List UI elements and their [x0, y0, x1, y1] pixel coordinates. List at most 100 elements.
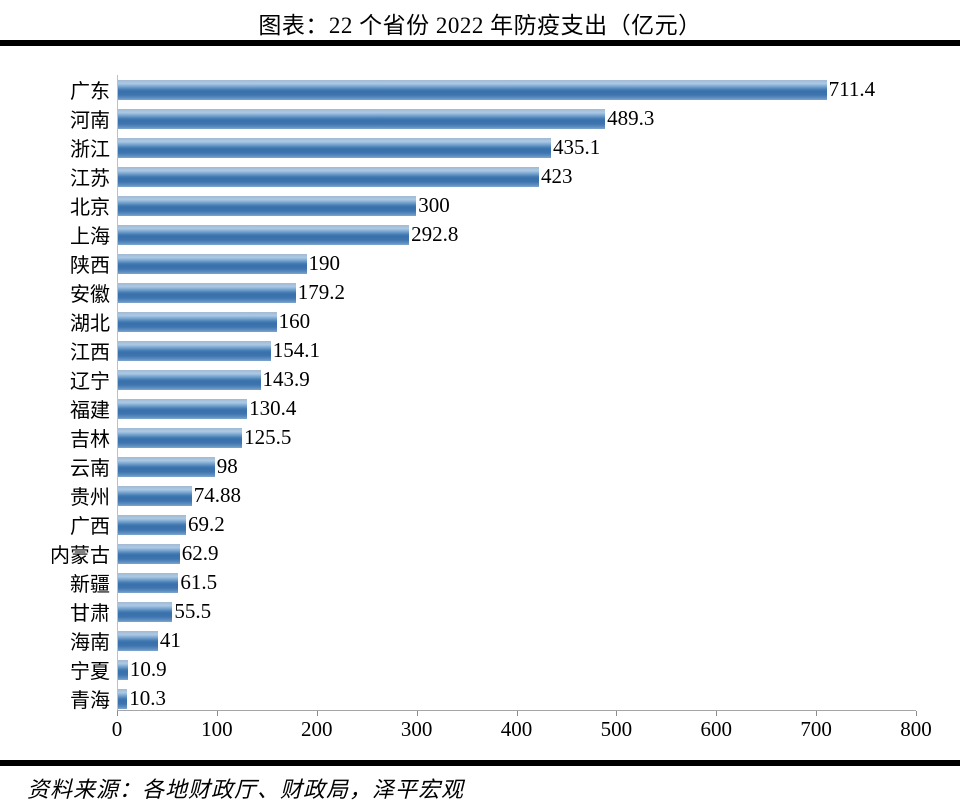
bar-track: 10.3 — [117, 684, 915, 713]
bar-track: 489.3 — [117, 104, 915, 133]
bar-row: 吉林 125.5 — [0, 423, 960, 452]
x-axis-tick — [616, 711, 618, 716]
x-axis-tick — [216, 711, 218, 716]
bar-track: 130.4 — [117, 394, 915, 423]
bar-row: 安徽 179.2 — [0, 278, 960, 307]
value-label: 74.88 — [193, 483, 241, 507]
bar-row: 福建 130.4 — [0, 394, 960, 423]
bar — [117, 688, 128, 709]
bar-track: 179.2 — [117, 278, 915, 307]
category-label: 上海 — [70, 226, 110, 248]
bar-track: 423 — [117, 162, 915, 191]
bar-track: 143.9 — [117, 365, 915, 394]
bar — [117, 311, 277, 332]
category-label: 贵州 — [70, 487, 110, 509]
value-label: 143.9 — [262, 367, 310, 391]
x-axis-tick-label: 600 — [700, 717, 733, 741]
value-label: 69.2 — [188, 512, 225, 536]
value-label: 41 — [159, 628, 181, 652]
bar-track: 62.9 — [117, 539, 915, 568]
bar-row: 辽宁 143.9 — [0, 365, 960, 394]
value-label: 300 — [418, 193, 450, 217]
source-note: 资料来源：各地财政厅、财政局，泽平宏观 — [27, 777, 465, 802]
bar — [117, 659, 128, 680]
bar-track: 61.5 — [117, 568, 915, 597]
category-label: 广西 — [70, 516, 110, 538]
category-label: 江西 — [70, 342, 110, 364]
bar-track: 154.1 — [117, 336, 915, 365]
bar-track: 435.1 — [117, 133, 915, 162]
bar-row: 宁夏 10.9 — [0, 655, 960, 684]
chart-title: 图表：22 个省份 2022 年防疫支出（亿元） — [258, 13, 702, 38]
category-label: 甘肃 — [70, 603, 110, 625]
y-axis-line — [117, 75, 118, 711]
bar-track: 74.88 — [117, 481, 915, 510]
x-axis-tick-label: 500 — [600, 717, 633, 741]
x-axis-tick — [816, 711, 818, 716]
category-label: 河南 — [70, 110, 110, 132]
x-axis-tick-label: 400 — [500, 717, 533, 741]
bar — [117, 166, 539, 187]
category-label: 吉林 — [70, 429, 110, 451]
category-label: 青海 — [70, 690, 110, 712]
bar — [117, 485, 192, 506]
bar-track: 711.4 — [117, 75, 915, 104]
value-label: 292.8 — [411, 222, 459, 246]
bar-row: 陕西 190 — [0, 249, 960, 278]
bar — [117, 369, 261, 390]
bar-row: 江西 154.1 — [0, 336, 960, 365]
category-label: 内蒙古 — [50, 545, 110, 567]
value-label: 711.4 — [828, 77, 876, 101]
bar — [117, 108, 606, 129]
bar — [117, 398, 248, 419]
value-label: 435.1 — [553, 135, 601, 159]
bar — [117, 253, 307, 274]
value-label: 10.9 — [129, 657, 167, 681]
bottom-rule-divider — [0, 760, 960, 766]
bar-row: 云南 98 — [0, 452, 960, 481]
category-label: 宁夏 — [70, 661, 110, 683]
bar-track: 55.5 — [117, 597, 915, 626]
bar-row: 江苏 423 — [0, 162, 960, 191]
bar — [117, 601, 173, 622]
bar-track: 292.8 — [117, 220, 915, 249]
category-label: 云南 — [70, 458, 110, 480]
value-label: 125.5 — [244, 425, 292, 449]
category-label: 浙江 — [70, 139, 110, 161]
bar-track: 125.5 — [117, 423, 915, 452]
category-label: 江苏 — [70, 168, 110, 190]
bar-track: 190 — [117, 249, 915, 278]
bar-track: 10.9 — [117, 655, 915, 684]
category-label: 安徽 — [70, 284, 110, 306]
x-axis-tick — [516, 711, 518, 716]
bar — [117, 282, 296, 303]
value-label: 160 — [278, 309, 311, 333]
value-label: 489.3 — [607, 106, 655, 130]
bar-row: 青海 10.3 — [0, 684, 960, 713]
x-axis-tick — [916, 711, 917, 716]
bar-row: 河南 489.3 — [0, 104, 960, 133]
x-axis-tick — [316, 711, 318, 716]
value-label: 130.4 — [249, 396, 297, 420]
x-axis-tick-label: 0 — [111, 717, 123, 741]
category-label: 广东 — [70, 81, 110, 103]
x-axis-tick-label: 700 — [800, 717, 832, 741]
bar — [117, 572, 179, 593]
bar — [117, 79, 827, 100]
bar — [117, 224, 410, 245]
bar — [117, 340, 271, 361]
bar — [117, 427, 243, 448]
bar-row: 浙江 435.1 — [0, 133, 960, 162]
bar-row: 海南 41 — [0, 626, 960, 655]
value-label: 190 — [308, 251, 341, 275]
value-label: 61.5 — [180, 570, 218, 594]
bar-track: 160 — [117, 307, 915, 336]
bar — [117, 195, 417, 216]
category-label: 海南 — [70, 632, 110, 654]
value-label: 55.5 — [174, 599, 212, 623]
bar — [117, 630, 158, 651]
bar-row: 湖北 160 — [0, 307, 960, 336]
x-axis-tick — [716, 711, 718, 716]
bar — [117, 137, 551, 158]
x-axis-tick-label: 300 — [400, 717, 433, 741]
